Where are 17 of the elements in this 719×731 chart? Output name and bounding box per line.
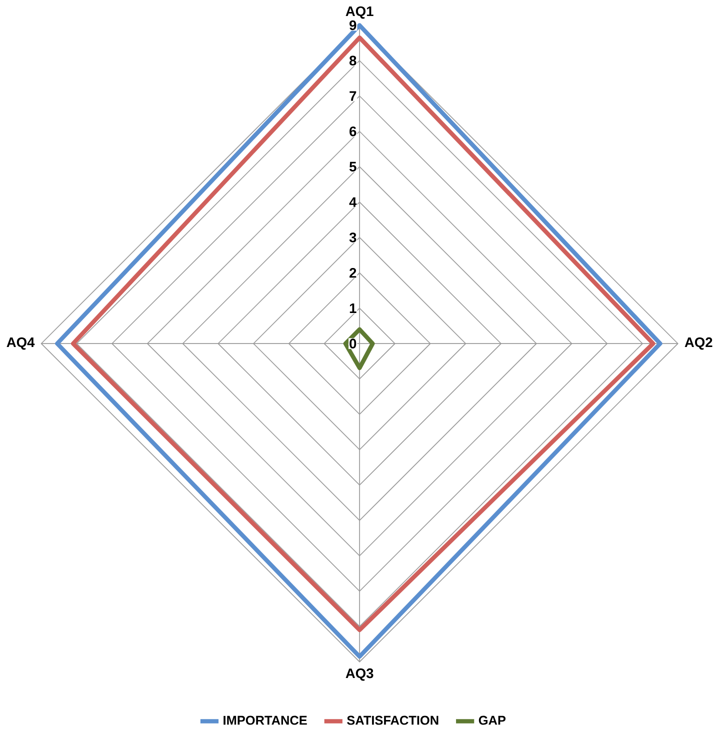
- legend-label: IMPORTANCE: [224, 716, 307, 725]
- spoke-label: AQ4: [6, 337, 35, 350]
- legend-label: GAP: [478, 716, 506, 725]
- spoke-label: AQ1: [346, 6, 374, 19]
- spoke-label: AQ2: [684, 337, 712, 350]
- y-tick-label: 5: [349, 162, 356, 172]
- y-tick-label: 8: [349, 56, 356, 66]
- y-tick-label: 4: [349, 197, 357, 207]
- y-tick-label: 2: [349, 268, 356, 278]
- legend-label: SATISFACTION: [346, 716, 438, 725]
- y-tick-label: 9: [349, 20, 356, 30]
- y-tick-label: 0: [350, 338, 356, 348]
- y-tick-label: 7: [350, 91, 356, 101]
- spoke-label: AQ3: [346, 668, 374, 681]
- y-tick-label: 6: [349, 126, 356, 136]
- y-tick-label: 3: [349, 232, 356, 242]
- y-tick-label: 1: [350, 303, 356, 313]
